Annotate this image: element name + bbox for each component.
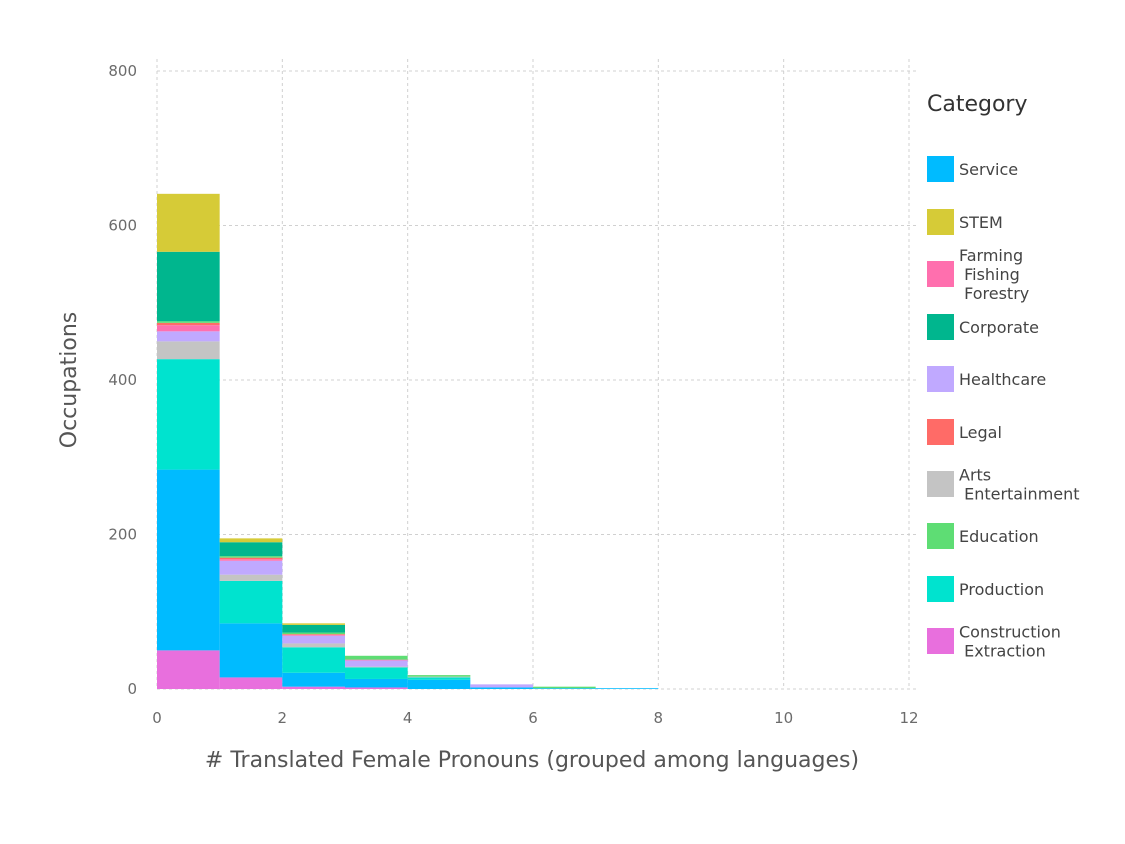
legend-swatch-arts-entertainment	[927, 471, 954, 497]
bar-segment-stem	[219, 538, 283, 543]
bar-segment-service	[407, 679, 471, 689]
bar-segment-corporate	[219, 542, 283, 557]
bar-segment-production	[219, 580, 283, 624]
bar-segment-healthcare	[282, 635, 345, 644]
y-tick-label: 0	[127, 680, 137, 698]
legend-label-construction-extraction: Construction Extraction	[959, 623, 1061, 661]
bar-segment-education	[407, 675, 471, 677]
bar-segment-healthcare	[470, 684, 533, 688]
legend-label-production: Production	[959, 580, 1044, 599]
bar-segment-healthcare	[345, 660, 408, 667]
legend-swatch-farming-fishing-forestry	[927, 261, 954, 287]
bar-segment-education	[533, 686, 596, 689]
bar-segment-construction-extraction	[219, 677, 283, 689]
bar-segment-farming-fishing-forestry	[157, 325, 220, 332]
bar-segment-construction-extraction	[157, 650, 220, 689]
legend-swatch-production	[927, 576, 954, 602]
y-tick-label: 800	[108, 62, 137, 80]
bar-segment-education	[157, 321, 220, 323]
bar-segment-service	[533, 688, 596, 689]
x-tick-label: 6	[528, 709, 538, 727]
bar-segment-education	[282, 632, 345, 635]
bar-segment-service	[219, 623, 283, 678]
bar-segment-education	[219, 556, 283, 558]
y-axis-ticks: 0 200 400 600 800	[108, 62, 137, 698]
legend-label-service: Service	[959, 160, 1018, 179]
legend-swatch-construction-extraction	[927, 628, 954, 654]
bar-segment-farming-fishing-forestry	[282, 634, 345, 636]
legend-label-arts-entertainment: Arts Entertainment	[959, 466, 1080, 504]
legend: Service STEM Farming Fishing Forestry Corpo…	[927, 156, 1080, 661]
legend-swatch-service	[927, 156, 954, 182]
bar-segment-service	[282, 672, 345, 687]
x-tick-label: 8	[654, 709, 664, 727]
stacked-bars	[157, 193, 659, 689]
bar-segment-stem	[282, 623, 345, 625]
bar-segment-arts-entertainment	[282, 643, 345, 648]
x-tick-label: 12	[899, 709, 918, 727]
bar-segment-production	[157, 359, 220, 470]
legend-swatch-stem	[927, 209, 954, 235]
bar-segment-legal	[282, 634, 345, 635]
bar-segment-construction-extraction	[282, 686, 345, 689]
legend-swatch-healthcare	[927, 366, 954, 392]
legend-label-farming-fishing-forestry: Farming Fishing Forestry	[959, 246, 1029, 303]
bar-segment-arts-entertainment	[219, 574, 283, 581]
legend-swatch-legal	[927, 419, 954, 445]
legend-swatch-education	[927, 523, 954, 549]
bar-segment-service	[470, 687, 533, 689]
legend-label-legal: Legal	[959, 423, 1002, 442]
bar-segment-healthcare	[219, 560, 283, 575]
x-axis-title: # Translated Female Pronouns (grouped am…	[205, 748, 859, 773]
bar-segment-service	[595, 688, 659, 689]
bar-segment-corporate	[282, 624, 345, 633]
bar-segment-service	[157, 469, 220, 651]
bar-segment-legal	[219, 557, 283, 560]
bar-segment-healthcare	[157, 331, 220, 342]
x-tick-label: 4	[403, 709, 413, 727]
legend-label-education: Education	[959, 527, 1039, 546]
bar-segment-arts-entertainment	[345, 666, 408, 668]
bar-segment-corporate	[157, 251, 220, 322]
x-tick-label: 0	[152, 709, 162, 727]
grid-lines	[156, 59, 919, 690]
bar-segment-farming-fishing-forestry	[345, 659, 408, 661]
legend-label-healthcare: Healthcare	[959, 370, 1046, 389]
y-axis-title: Occupations	[57, 312, 82, 449]
bar-segment-service	[345, 678, 408, 688]
bar-segment-production	[282, 647, 345, 673]
bar-segment-stem	[157, 193, 220, 252]
bar-segment-arts-entertainment	[407, 676, 471, 678]
bar-segment-production	[407, 677, 471, 680]
bar-segment-farming-fishing-forestry	[219, 559, 283, 561]
bar-segment-construction-extraction	[345, 687, 408, 689]
legend-label-stem: STEM	[959, 213, 1003, 232]
y-tick-label: 600	[108, 217, 137, 235]
bar-segment-education	[345, 655, 408, 660]
y-tick-label: 200	[108, 526, 137, 544]
x-axis-ticks: 0 2 4 6 8 10 12	[152, 709, 918, 727]
y-tick-label: 400	[108, 371, 137, 389]
legend-label-corporate: Corporate	[959, 318, 1039, 337]
bar-segment-legal	[157, 322, 220, 326]
legend-title: Category	[927, 92, 1028, 117]
bar-segment-production	[345, 667, 408, 679]
x-tick-label: 2	[278, 709, 288, 727]
x-tick-label: 10	[774, 709, 793, 727]
legend-swatch-corporate	[927, 314, 954, 340]
bar-segment-arts-entertainment	[157, 341, 220, 360]
